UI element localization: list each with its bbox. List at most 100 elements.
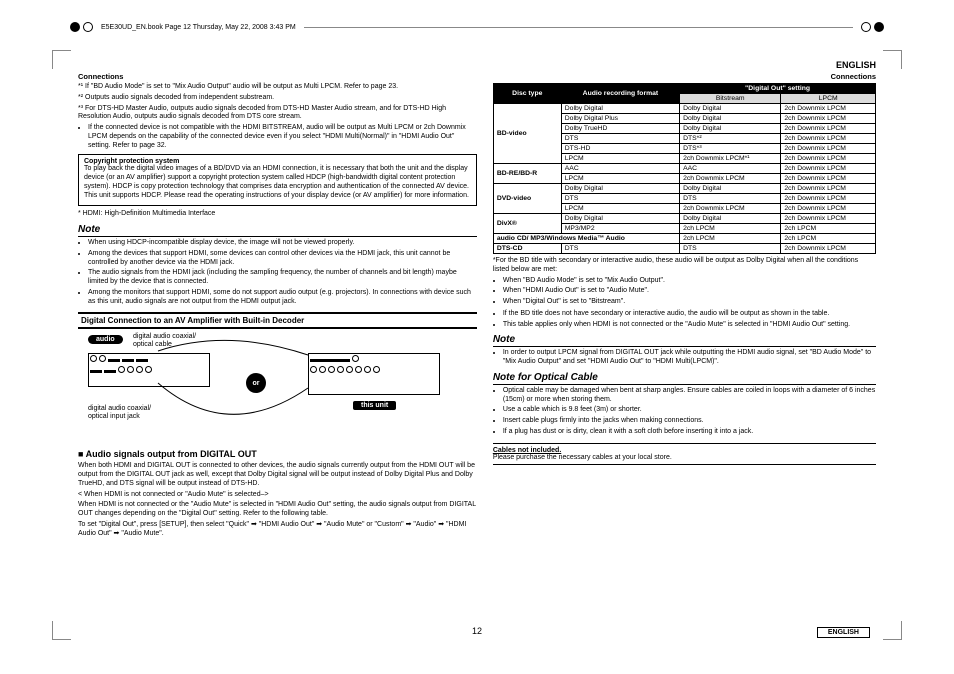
- table-cell: 2ch Downmix LPCM: [781, 124, 876, 134]
- th-digital-out: "Digital Out" setting: [680, 84, 876, 94]
- cat-dvd: DVD-video: [493, 184, 561, 214]
- audio-signals-heading: Audio signals output from DIGITAL OUT: [78, 449, 477, 459]
- optical-list: Optical cable may be damaged when bent a…: [503, 387, 876, 437]
- table-cell: DTS-HD: [561, 144, 679, 154]
- cables-heading: Cables not included.: [493, 447, 561, 454]
- audio-p2: When HDMI is not connected or the "Audio…: [78, 501, 477, 519]
- copyright-box: Copyright protection system To play back…: [78, 154, 477, 206]
- table-cell: DTS: [680, 194, 781, 204]
- table-cell: 2ch Downmix LPCM: [680, 174, 781, 184]
- table-cell: Dolby TrueHD: [561, 124, 679, 134]
- table-cell: DTS*³: [680, 144, 781, 154]
- table-cell: 2ch Downmix LPCM: [781, 164, 876, 174]
- extra-item: This table applies only when HDMI is not…: [503, 321, 876, 330]
- table-cell: 2ch Downmix LPCM*¹: [680, 154, 781, 164]
- table-cell: Dolby Digital: [561, 104, 679, 114]
- table-cell: Dolby Digital: [561, 184, 679, 194]
- opt-item: If a plug has dust or is dirty, clean it…: [503, 428, 876, 437]
- table-cell: 2ch Downmix LPCM: [781, 144, 876, 154]
- table-cell: 2ch Downmix LPCM: [781, 184, 876, 194]
- note-lpcm: In order to output LPCM signal from DIGI…: [503, 349, 876, 367]
- cables-body: Please purchase the necessary cables at …: [493, 454, 672, 461]
- table-cell: Dolby Digital: [680, 104, 781, 114]
- footnote-1: *¹ If "BD Audio Mode" is set to "Mix Aud…: [78, 83, 477, 92]
- table-cell: Dolby Digital: [680, 214, 781, 224]
- opt-item: Optical cable may be damaged when bent a…: [503, 387, 876, 405]
- cat-bdre: BD-RE/BD-R: [493, 164, 561, 184]
- cables-box: Cables not included. Please purchase the…: [493, 443, 876, 465]
- note-heading-1: Note: [78, 224, 477, 237]
- cond-item: When "HDMI Audio Out" is set to "Audio M…: [503, 287, 876, 296]
- table-cell: DTS: [561, 194, 679, 204]
- left-column: Connections *¹ If "BD Audio Mode" is set…: [78, 72, 477, 622]
- table-cell: LPCM: [561, 154, 679, 164]
- connections-heading-left: Connections: [78, 72, 477, 81]
- table-cell: 2ch Downmix LPCM: [781, 154, 876, 164]
- cat-dtscd: DTS-CD: [493, 244, 561, 254]
- digital-out-table: Disc type Audio recording format "Digita…: [493, 83, 876, 254]
- right-column: Connections Disc type Audio recording fo…: [493, 72, 876, 622]
- th-format: Audio recording format: [561, 84, 679, 104]
- book-header-text: E5E30UD_EN.book Page 12 Thursday, May 22…: [101, 24, 296, 31]
- note-item: When using HDCP-incompatible display dev…: [88, 239, 477, 248]
- book-meta-header: E5E30UD_EN.book Page 12 Thursday, May 22…: [70, 22, 884, 32]
- table-cell: 2ch Downmix LPCM: [781, 204, 876, 214]
- cat-bd-video: BD-video: [493, 104, 561, 164]
- conditions-list: When "BD Audio Mode" is set to "Mix Audi…: [503, 277, 876, 307]
- audio-p3: To set "Digital Out", press [SETUP], the…: [78, 521, 477, 539]
- cond-item: When "BD Audio Mode" is set to "Mix Audi…: [503, 277, 876, 286]
- table-cell: 2ch Downmix LPCM: [781, 114, 876, 124]
- table-cell: 2ch Downmix LPCM: [781, 244, 876, 254]
- table-cell: DTS: [680, 244, 781, 254]
- av-amplifier: [88, 353, 210, 387]
- table-cell: 2ch Downmix LPCM: [680, 204, 781, 214]
- cable-label: digital audio coaxial/ optical cable: [133, 333, 196, 348]
- connections-heading-right: Connections: [493, 72, 876, 81]
- table-cell: AAC: [680, 164, 781, 174]
- table-cell: 2ch Downmix LPCM: [781, 194, 876, 204]
- note-heading-2: Note: [493, 334, 876, 347]
- table-cell: LPCM: [561, 204, 679, 214]
- table-cell: Dolby Digital Plus: [561, 114, 679, 124]
- connection-diagram: audio digital audio coaxial/ optical cab…: [78, 333, 477, 441]
- table-cell: 2ch Downmix LPCM: [781, 134, 876, 144]
- note-list-1: When using HDCP-incompatible display dev…: [88, 239, 477, 306]
- table-cell: DTS: [561, 244, 679, 254]
- table-cell: 2ch Downmix LPCM: [781, 104, 876, 114]
- table-cell: Dolby Digital: [680, 114, 781, 124]
- language-tag: ENGLISH: [836, 60, 876, 70]
- extra-item: If the BD title does not have secondary …: [503, 310, 876, 319]
- table-cell: 2ch LPCM: [781, 224, 876, 234]
- th-bitstream: Bitstream: [680, 94, 781, 104]
- table-cell: Dolby Digital: [680, 124, 781, 134]
- table-cell: LPCM: [561, 174, 679, 184]
- audio-p1: When both HDMI and DIGITAL OUT is connec…: [78, 462, 477, 488]
- table-cell: AAC: [561, 164, 679, 174]
- cat-divx: DivX®: [493, 214, 561, 234]
- english-pill: ENGLISH: [817, 627, 870, 638]
- footnote-4: If the connected device is not compatibl…: [88, 124, 477, 150]
- cond-item: When "Digital Out" is set to "Bitstream"…: [503, 298, 876, 307]
- copyright-body: To play back the digital video images of…: [84, 165, 471, 200]
- th-lpcm: LPCM: [781, 94, 876, 104]
- note-item: Among the devices that support HDMI, som…: [88, 250, 477, 268]
- table-footnote: *For the BD title with secondary or inte…: [493, 257, 876, 275]
- footnote-2: *² Outputs audio signals decoded from in…: [78, 94, 477, 103]
- this-unit-pill: this unit: [353, 401, 396, 410]
- audio-pill: audio: [88, 335, 123, 344]
- hdmi-footnote: * HDMI: High-Definition Multimedia Inter…: [78, 210, 477, 219]
- table-cell: 2ch LPCM: [781, 234, 876, 244]
- footnote-3: *³ For DTS-HD Master Audio, outputs audi…: [78, 105, 477, 123]
- table-cell: 2ch LPCM: [680, 224, 781, 234]
- table-cell: DTS: [561, 134, 679, 144]
- page-number: 12: [0, 626, 954, 636]
- opt-item: Insert cable plugs firmly into the jacks…: [503, 417, 876, 426]
- section-digital-connection: Digital Connection to an AV Amplifier wi…: [78, 312, 477, 329]
- cat-audiocd: audio CD/ MP3/Windows Media™ Audio: [493, 234, 679, 244]
- table-cell: Dolby Digital: [561, 214, 679, 224]
- copyright-title: Copyright protection system: [84, 158, 471, 165]
- audio-sub: < When HDMI is not connected or "Audio M…: [78, 491, 477, 500]
- table-cell: 2ch Downmix LPCM: [781, 174, 876, 184]
- note-optical-heading: Note for Optical Cable: [493, 372, 876, 385]
- this-unit-device: [308, 353, 440, 395]
